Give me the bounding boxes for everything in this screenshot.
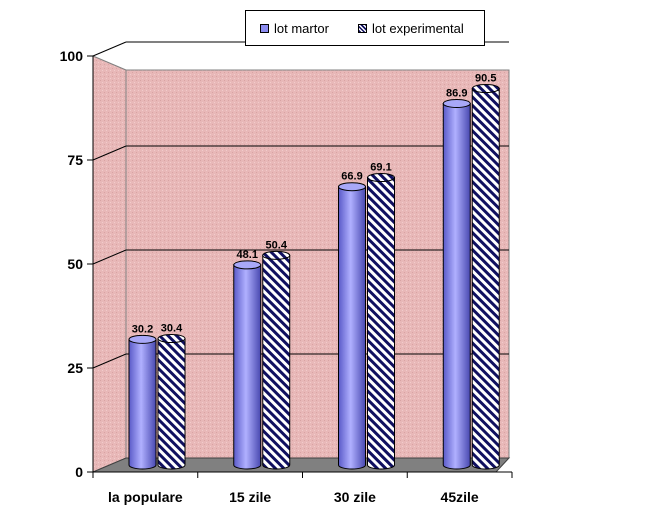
x-tick-label: 30 zile	[334, 489, 376, 505]
x-tick-label: la populare	[108, 489, 183, 505]
bar	[471, 88, 500, 470]
gridline-side	[92, 145, 127, 161]
legend-label-series-2: lot experimental	[372, 21, 464, 36]
bar-top	[367, 173, 395, 183]
y-tick-label: 100	[60, 48, 84, 64]
legend: lot martor lot experimental	[245, 10, 485, 46]
bar	[338, 186, 366, 470]
bar	[233, 264, 262, 470]
bar-top	[471, 84, 500, 94]
gridline-side	[92, 353, 127, 369]
legend-label-series-1: lot martor	[274, 21, 329, 36]
gridline-side	[92, 249, 127, 265]
data-label: 50.4	[266, 239, 288, 251]
data-label: 30.4	[161, 323, 183, 335]
side-wall	[92, 55, 127, 473]
x-tick-label: 15 zile	[229, 489, 271, 505]
bar	[367, 177, 395, 470]
bar-top	[128, 334, 157, 344]
legend-swatch-hatch	[358, 24, 367, 33]
bar	[157, 338, 186, 470]
y-tick-label: 25	[67, 360, 83, 376]
bar-top	[157, 334, 186, 344]
data-label: 30.2	[132, 323, 153, 335]
gridline-side	[92, 41, 127, 57]
data-label: 90.5	[475, 73, 496, 85]
bar-top	[338, 182, 366, 192]
data-label: 48.1	[237, 249, 258, 261]
y-tick-label: 75	[67, 152, 83, 168]
legend-item-series-2: lot experimental	[358, 21, 464, 36]
bar-top	[233, 260, 262, 270]
legend-item-series-1: lot martor	[260, 21, 329, 36]
data-label: 69.1	[370, 162, 391, 174]
y-tick-label: 0	[75, 464, 83, 480]
data-label: 86.9	[446, 87, 467, 99]
y-tick-label: 50	[67, 256, 83, 272]
bar	[262, 254, 291, 470]
data-label: 66.9	[341, 171, 362, 183]
bar	[442, 102, 471, 470]
bar	[128, 338, 157, 470]
bar-top	[262, 250, 291, 260]
bar-top	[442, 98, 471, 108]
x-tick-label: 45zile	[441, 489, 479, 505]
legend-swatch-solid	[260, 24, 269, 33]
